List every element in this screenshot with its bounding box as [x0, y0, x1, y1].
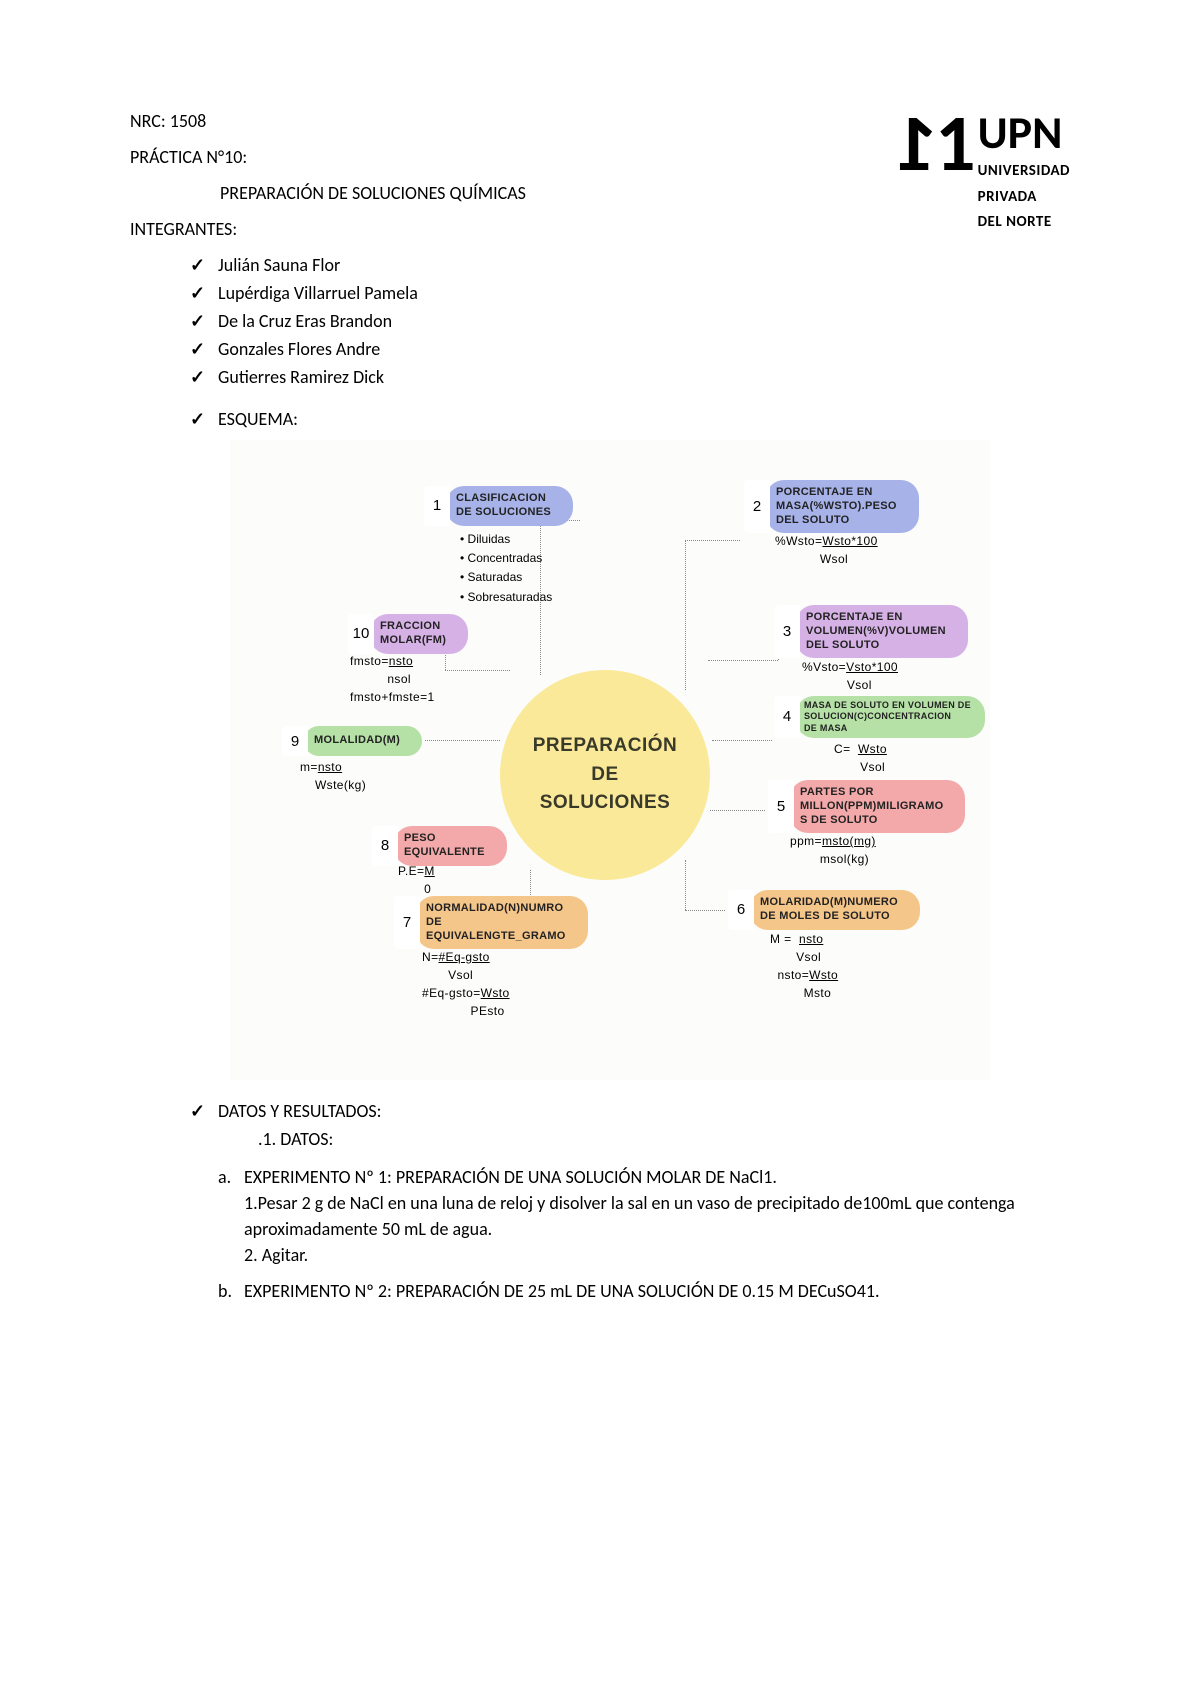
- node-6: 6 MOLARIDAD(M)NUMERO DE MOLES DE SOLUTO: [724, 890, 920, 930]
- exp-b-title: EXPERIMENTO Nº 2: PREPARACIÓN DE 25 mL D…: [244, 1280, 879, 1302]
- node-num: 7: [394, 896, 420, 949]
- node-5: 5 PARTES POR MILLON(PPM)MILIGRAMO S DE S…: [764, 780, 965, 833]
- logo-sub1: UNIVERSIDAD: [978, 162, 1070, 182]
- bullet: Saturadas: [460, 568, 552, 587]
- node-label: PORCENTAJE EN VOLUMEN(%V)VOLUMEN DEL SOL…: [796, 605, 968, 658]
- experiments-list: a. EXPERIMENTO Nº 1: PREPARACIÓN DE UNA …: [218, 1164, 1080, 1304]
- esquema-label: ESQUEMA:: [190, 408, 1080, 430]
- bullet: Diluidas: [460, 530, 552, 549]
- node-8: 8 PESO EQUIVALENTE: [368, 826, 507, 866]
- node-label: MOLARIDAD(M)NUMERO DE MOLES DE SOLUTO: [750, 890, 920, 930]
- bullet: Sobresaturadas: [460, 588, 552, 607]
- datos-label: DATOS Y RESULTADOS: .1. DATOS: a. EXPERI…: [190, 1100, 1080, 1304]
- logo-sub2: PRIVADA: [978, 188, 1070, 208]
- exp-a-title: EXPERIMENTO Nº 1: PREPARACIÓN DE UNA SOL…: [244, 1166, 777, 1188]
- node-num: 4: [774, 696, 800, 738]
- exp-a: a. EXPERIMENTO Nº 1: PREPARACIÓN DE UNA …: [218, 1164, 1080, 1268]
- node-num: 10: [348, 614, 374, 654]
- logo-mark: 11: [903, 108, 970, 180]
- formula-7: N=#Eq-gsto Vsol #Eq-gsto=Wsto PEsto: [422, 948, 510, 1020]
- connector: [685, 860, 686, 910]
- connector: [685, 540, 740, 541]
- connector: [425, 740, 500, 741]
- node-4: 4 MASA DE SOLUTO EN VOLUMEN DE SOLUCION(…: [770, 696, 985, 738]
- exp-a-line2: 2. Agitar.: [244, 1244, 308, 1266]
- node-num: 3: [774, 605, 800, 658]
- bullet: Concentradas: [460, 549, 552, 568]
- connector: [710, 810, 765, 811]
- formula-2: %Wsto=Wsto*100 Wsol: [775, 532, 878, 568]
- formula-5: ppm=msto(mg) msol(kg): [790, 832, 876, 868]
- formula-4: C= Wsto Vsol: [834, 740, 887, 776]
- node1-bullets: Diluidas Concentradas Saturadas Sobresat…: [460, 530, 552, 607]
- node-label: MASA DE SOLUTO EN VOLUMEN DE SOLUCION(C)…: [796, 696, 985, 738]
- member-item: Julián Sauna Flor: [190, 254, 1080, 276]
- node-1: 1 CLASIFICACION DE SOLUCIONES: [420, 486, 573, 526]
- connector: [445, 670, 510, 671]
- member-item: Lupérdiga Villarruel Pamela: [190, 282, 1080, 304]
- node-num: 1: [424, 486, 450, 526]
- connector: [685, 540, 686, 690]
- formula-8: P.E=M 0: [398, 862, 435, 898]
- connector: [685, 910, 725, 911]
- node-num: 2: [744, 480, 770, 533]
- logo-upn: UPN: [978, 110, 1070, 156]
- node-num: 8: [372, 826, 398, 866]
- connector: [708, 660, 778, 661]
- node-10: 10 FRACCION MOLAR(FM): [344, 614, 468, 654]
- node-3: 3 PORCENTAJE EN VOLUMEN(%V)VOLUMEN DEL S…: [770, 605, 968, 658]
- logo-text: UPN UNIVERSIDAD PRIVADA DEL NORTE: [978, 110, 1070, 233]
- node-label: CLASIFICACION DE SOLUCIONES: [446, 486, 573, 526]
- exp-b-letter: b.: [218, 1278, 232, 1304]
- formula-3: %Vsto=Vsto*100 Vsol: [802, 658, 898, 694]
- node-label: NORMALIDAD(N)NUMRO DE EQUIVALENGTE_GRAMO: [416, 896, 588, 949]
- node-label: PARTES POR MILLON(PPM)MILIGRAMO S DE SOL…: [790, 780, 965, 833]
- concept-map: PREPARACIÓN DE SOLUCIONES 1 CLASIFICACIO…: [230, 440, 990, 1080]
- exp-a-letter: a.: [218, 1164, 231, 1190]
- node-7: 7 NORMALIDAD(N)NUMRO DE EQUIVALENGTE_GRA…: [390, 896, 588, 949]
- node-label: PORCENTAJE EN MASA(%WSTO).PESO DEL SOLUT…: [766, 480, 919, 533]
- datos-sub: .1. DATOS:: [258, 1128, 1080, 1150]
- node-label: PESO EQUIVALENTE: [394, 826, 507, 866]
- exp-b: b. EXPERIMENTO Nº 2: PREPARACIÓN DE 25 m…: [218, 1278, 1080, 1304]
- node-num: 9: [282, 726, 308, 756]
- member-item: Gutierres Ramirez Dick: [190, 366, 1080, 388]
- node-2: 2 PORCENTAJE EN MASA(%WSTO).PESO DEL SOL…: [740, 480, 919, 533]
- connector: [712, 740, 772, 741]
- node-num: 5: [768, 780, 794, 833]
- center-bubble: PREPARACIÓN DE SOLUCIONES: [500, 670, 710, 880]
- formula-9: m=nsto Wste(kg): [300, 758, 366, 794]
- datos-label-text: DATOS Y RESULTADOS:: [218, 1100, 382, 1122]
- datos-ol: .1. DATOS:: [258, 1128, 1080, 1150]
- formula-6: M = nsto Vsol nsto=Wsto Msto: [770, 930, 838, 1002]
- node-label: MOLALIDAD(M): [304, 726, 422, 756]
- member-item: Gonzales Flores Andre: [190, 338, 1080, 360]
- node-num: 6: [728, 890, 754, 930]
- center-text: PREPARACIÓN DE SOLUCIONES: [533, 732, 678, 818]
- upn-logo: 11 UPN UNIVERSIDAD PRIVADA DEL NORTE: [903, 108, 1071, 233]
- logo-sub3: DEL NORTE: [978, 213, 1070, 233]
- member-item: De la Cruz Eras Brandon: [190, 310, 1080, 332]
- exp-a-line1: 1.Pesar 2 g de NaCl en una luna de reloj…: [244, 1192, 1015, 1240]
- node-9: 9 MOLALIDAD(M): [278, 726, 422, 756]
- members-list: Julián Sauna Flor Lupérdiga Villarruel P…: [190, 254, 1080, 388]
- node-label: FRACCION MOLAR(FM): [370, 614, 468, 654]
- formula-10: fmsto=nsto nsol fmsto+fmste=1: [350, 652, 435, 706]
